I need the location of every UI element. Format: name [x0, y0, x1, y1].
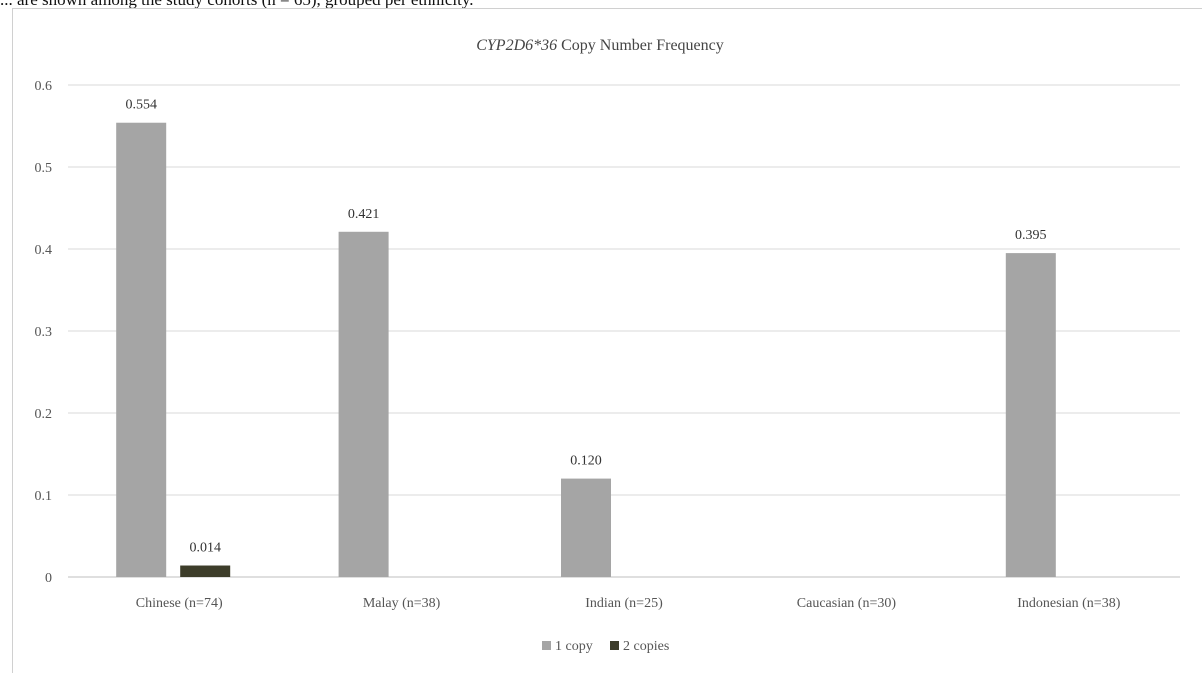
bar-two-copies — [180, 565, 231, 577]
y-tick-label: 0.4 — [35, 243, 53, 258]
bar-one-copy — [1005, 253, 1056, 577]
x-category-label: Caucasian (n=30) — [797, 596, 897, 611]
y-tick-label: 0.2 — [35, 407, 53, 422]
y-tick-label: 0.5 — [35, 161, 53, 176]
x-category-label: Chinese (n=74) — [136, 596, 223, 611]
x-category-label: Indonesian (n=38) — [1017, 596, 1120, 611]
chart-title: CYP2D6*36 Copy Number Frequency — [476, 37, 724, 54]
data-label: 0.120 — [570, 454, 602, 469]
data-label: 0.421 — [348, 207, 380, 222]
x-category-label: Malay (n=38) — [363, 596, 441, 611]
data-label: 0.554 — [125, 98, 157, 113]
legend-label: 1 copy — [555, 639, 593, 654]
y-axis-ticks: 0 0.1 0.2 0.3 0.4 0.5 0.6 — [35, 79, 53, 586]
legend-label: 2 copies — [623, 639, 669, 654]
data-labels: 0.554 0.014 0.421 0.120 0.395 — [125, 98, 1046, 556]
legend: 1 copy 2 copies — [542, 639, 669, 654]
x-category-label: Indian (n=25) — [585, 596, 663, 611]
y-tick-label: 0.3 — [35, 325, 53, 340]
legend-swatch — [542, 641, 551, 650]
bar-one-copy — [561, 478, 611, 577]
legend-swatch — [610, 641, 619, 650]
x-axis-categories: Chinese (n=74) Malay (n=38) Indian (n=25) C… — [136, 596, 1121, 611]
figure-caption-fragment: ... are shown among the study cohorts (n… — [0, 0, 474, 10]
bar-one-copy — [338, 231, 389, 577]
bar-one-copy — [116, 122, 167, 577]
y-tick-label: 0.6 — [35, 79, 53, 94]
bars — [116, 122, 1056, 577]
chart-frame — [12, 8, 1202, 673]
chart-title-italic: CYP2D6*36 — [476, 37, 557, 54]
data-label: 0.395 — [1015, 228, 1047, 243]
gridlines — [68, 84, 1180, 578]
chart-title-rest: Copy Number Frequency — [557, 37, 724, 54]
data-label: 0.014 — [189, 541, 221, 556]
y-tick-label: 0 — [45, 571, 52, 586]
y-tick-label: 0.1 — [35, 489, 53, 504]
